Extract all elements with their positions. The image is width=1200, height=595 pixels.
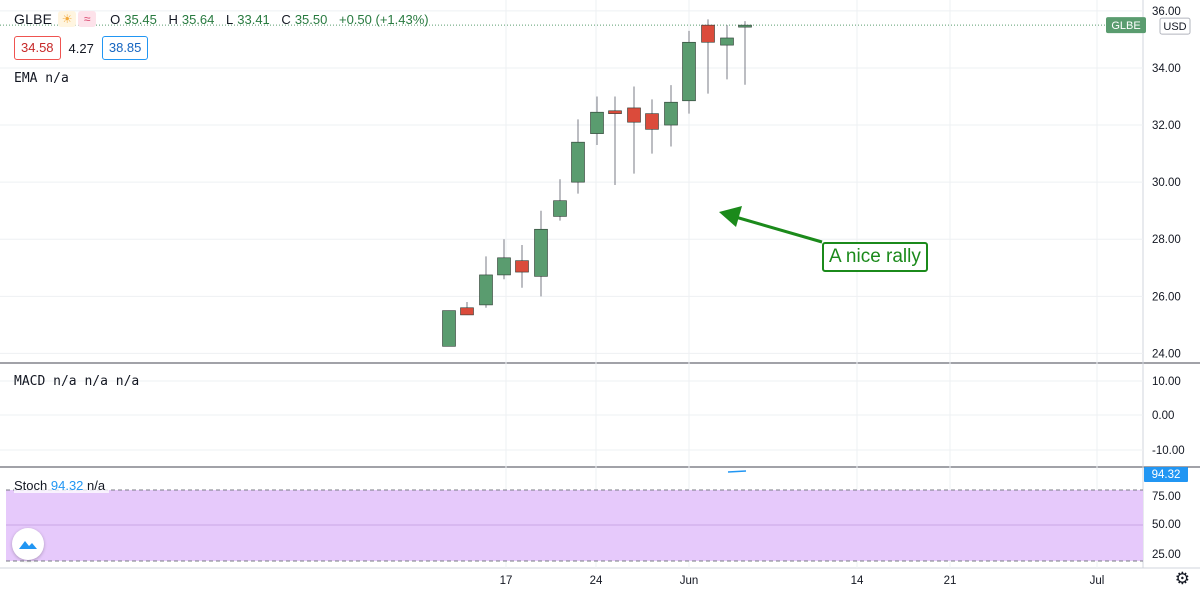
open-value: 35.45 bbox=[124, 11, 157, 27]
candle-body bbox=[571, 141, 585, 183]
currency-tag bbox=[1159, 17, 1191, 35]
macd-tick-label: -10.00 bbox=[1152, 445, 1185, 457]
close-value: 35.50 bbox=[294, 11, 328, 27]
stoch-line bbox=[727, 470, 747, 473]
high-value: 35.64 bbox=[181, 11, 215, 27]
candle bbox=[682, 30, 696, 114]
x-tick-label: 24 bbox=[590, 575, 603, 587]
open-label: O bbox=[110, 11, 121, 27]
y-tick-label: 36.00 bbox=[1152, 6, 1181, 18]
candle-body bbox=[701, 24, 715, 43]
candle-body bbox=[590, 111, 604, 134]
trade-price-boxes: 34.58 4.27 38.85 bbox=[14, 36, 149, 60]
candle bbox=[664, 85, 678, 147]
symbol-legend: GLBE ☀ ≈ O 35.45 H 35.64 L 33.41 C 35.50 +0.… bbox=[14, 11, 433, 27]
wave-icon[interactable]: ≈ bbox=[78, 11, 97, 27]
candle-body bbox=[627, 107, 641, 123]
y-tick-label: 24.00 bbox=[1152, 348, 1181, 360]
low-label: L bbox=[226, 11, 234, 27]
last-price-tag-text: GLBE bbox=[1111, 20, 1140, 32]
currency-tag-text: USD bbox=[1163, 21, 1186, 33]
y-tick-label: 30.00 bbox=[1152, 177, 1181, 189]
y-tick-label: 28.00 bbox=[1152, 234, 1181, 246]
stoch-value: 94.32 bbox=[50, 478, 84, 493]
candles-layer bbox=[442, 19, 752, 347]
sun-icon[interactable]: ☀ bbox=[58, 11, 77, 27]
candle bbox=[738, 21, 752, 85]
grid-layer bbox=[0, 0, 1200, 569]
stoch-tick-label: 75.00 bbox=[1152, 491, 1181, 503]
stoch-name: Stoch bbox=[14, 478, 48, 493]
macd-legend[interactable]: MACD n/a n/a n/a bbox=[14, 374, 140, 389]
stoch-pane bbox=[6, 470, 1143, 562]
tradingview-logo-icon[interactable] bbox=[12, 528, 44, 560]
ema-legend[interactable]: EMA n/a bbox=[14, 71, 69, 86]
candle-body bbox=[608, 110, 622, 114]
candle bbox=[645, 99, 659, 154]
stoch-tick-label: 25.00 bbox=[1152, 549, 1181, 561]
candle-body bbox=[479, 274, 493, 306]
stoch-extra: n/a bbox=[87, 478, 106, 493]
x-tick-label: Jun bbox=[680, 575, 699, 587]
price-axis: 17 24 Jun 14 21 Jul 24.00 26.00 28.00 30.00 32.00 3… bbox=[500, 6, 1191, 587]
candle bbox=[534, 210, 548, 297]
high-label: H bbox=[168, 11, 178, 27]
candle-body bbox=[534, 228, 548, 277]
candle bbox=[460, 302, 474, 316]
annotation-arrow bbox=[719, 206, 823, 244]
candle-body bbox=[442, 310, 456, 347]
symbol-name[interactable]: GLBE bbox=[14, 11, 53, 27]
candle bbox=[553, 179, 567, 221]
candle bbox=[497, 239, 511, 280]
candle bbox=[627, 86, 641, 174]
x-tick-label: Jul bbox=[1090, 575, 1105, 587]
candle bbox=[479, 256, 493, 308]
low-value: 33.41 bbox=[237, 11, 270, 27]
macd-tick-label: 0.00 bbox=[1152, 410, 1174, 422]
y-tick-label: 34.00 bbox=[1152, 63, 1181, 75]
candle-body bbox=[497, 257, 511, 276]
annotation-callout[interactable]: A nice rally bbox=[822, 242, 928, 272]
x-tick-label: 14 bbox=[851, 575, 864, 587]
stoch-tick-label: 50.00 bbox=[1152, 519, 1181, 531]
candle-body bbox=[460, 307, 474, 316]
candle-body bbox=[515, 260, 529, 273]
ohlc-values: O 35.45 H 35.64 L 33.41 C 35.50 +0.50 (+1.43… bbox=[110, 12, 432, 27]
candle bbox=[515, 244, 529, 288]
candle-body bbox=[720, 37, 734, 46]
candle-body bbox=[664, 101, 678, 126]
sell-price-button[interactable]: 34.58 bbox=[14, 36, 61, 60]
candle-body bbox=[738, 24, 752, 28]
change-value: +0.50 (+1.43%) bbox=[338, 11, 429, 27]
candle-body bbox=[553, 200, 567, 217]
stoch-legend[interactable]: Stoch 94.32 n/a bbox=[14, 478, 110, 493]
y-tick-label: 32.00 bbox=[1152, 120, 1181, 132]
candle bbox=[720, 25, 734, 80]
x-tick-label: 17 bbox=[500, 575, 513, 587]
candle bbox=[608, 96, 622, 185]
stoch-value-tag bbox=[1144, 467, 1188, 482]
candle bbox=[701, 19, 715, 94]
x-tick-label: 21 bbox=[944, 575, 957, 587]
spread-value: 4.27 bbox=[68, 40, 94, 56]
buy-price-button[interactable]: 38.85 bbox=[101, 36, 149, 60]
close-label: C bbox=[281, 11, 291, 27]
candle bbox=[442, 310, 456, 347]
y-tick-label: 26.00 bbox=[1152, 291, 1181, 303]
candle-body bbox=[682, 41, 696, 102]
candle bbox=[571, 119, 585, 194]
candle-body bbox=[645, 113, 659, 130]
last-price-tag bbox=[1106, 17, 1146, 34]
macd-tick-label: 10.00 bbox=[1152, 376, 1181, 388]
gear-icon[interactable]: ⚙ bbox=[1174, 569, 1190, 588]
candle bbox=[590, 96, 604, 146]
stoch-value-tag-text: 94.32 bbox=[1152, 469, 1181, 481]
